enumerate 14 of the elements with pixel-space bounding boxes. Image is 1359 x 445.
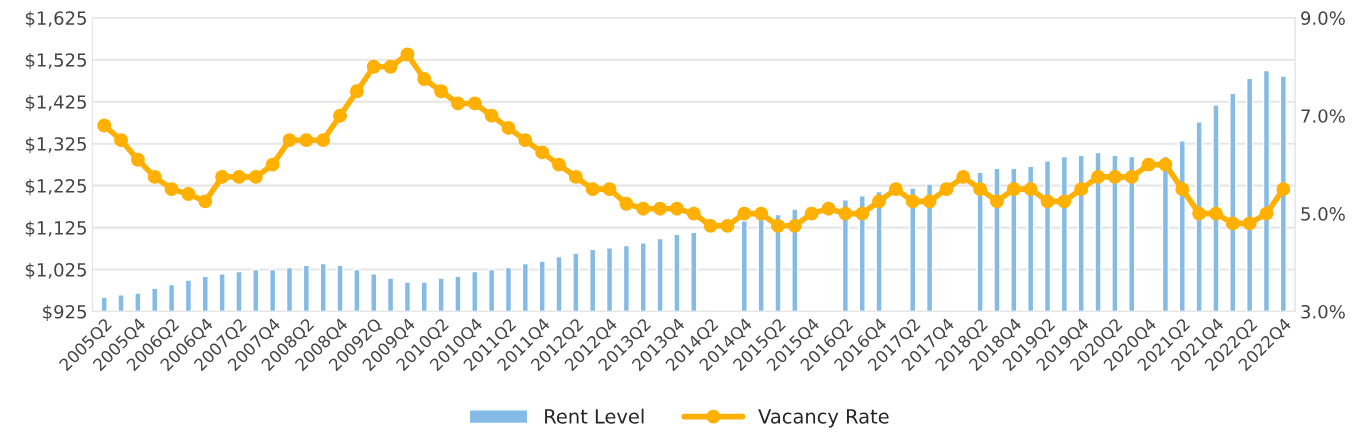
y-tick-label: $1,325 bbox=[25, 136, 86, 154]
y2-tick-label: 5.0% bbox=[1301, 207, 1345, 221]
y-tick-label: $925 bbox=[43, 304, 86, 322]
y2-tick-label: 3.0% bbox=[1301, 304, 1345, 319]
y-tick-label: $1,125 bbox=[25, 220, 86, 238]
y-tick-label: $1,425 bbox=[25, 94, 86, 112]
y-tick-label: $1,225 bbox=[25, 178, 86, 196]
y2-tick-label: 7.0% bbox=[1301, 109, 1345, 123]
legend-label: Vacancy Rate bbox=[758, 409, 889, 428]
y-tick-label: $1,625 bbox=[25, 10, 86, 28]
y-tick-label: $1,025 bbox=[25, 262, 86, 280]
y-tick-label: $1,525 bbox=[25, 52, 86, 70]
y2-tick-label: 9.0% bbox=[1301, 11, 1345, 25]
legend-label: Rent Level bbox=[545, 408, 644, 424]
